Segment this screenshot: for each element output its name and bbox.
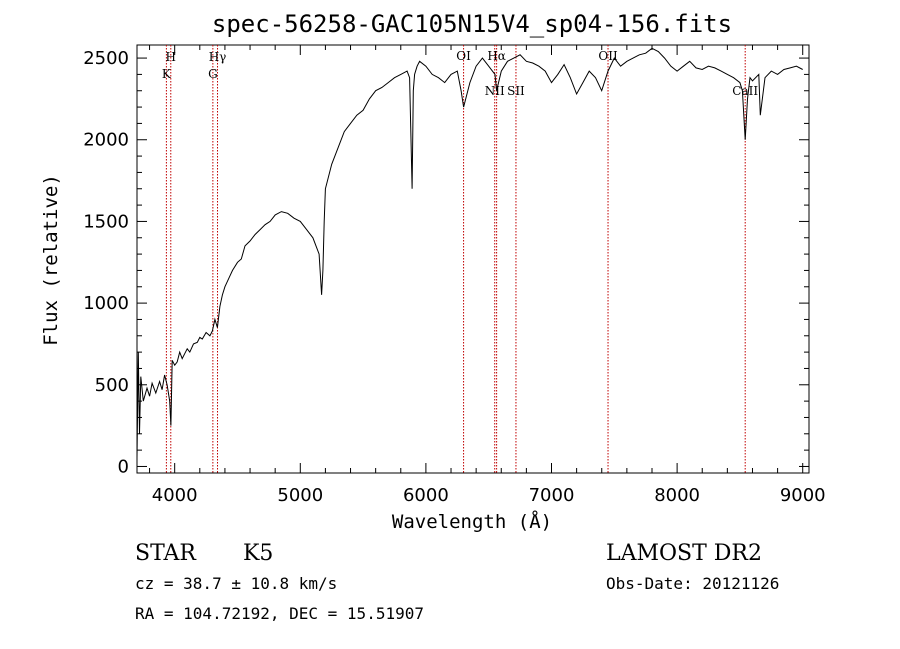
y-tick-label: 1000 <box>83 293 129 314</box>
y-axis-label: Flux (relative) <box>40 174 62 346</box>
spectrum-line <box>136 47 803 459</box>
redshift-text: cz = 38.7 ± 10.8 km/s <box>135 574 337 593</box>
y-axis-ticks: 0 500 1000 1500 2000 2500 <box>83 48 809 477</box>
plot-frame <box>136 44 810 474</box>
spectral-line-label: H <box>166 50 176 64</box>
spectral-line-label: OII <box>598 49 618 63</box>
spectral-line-labels: KH G Hγ OI NII Hα SII OII CaII <box>162 49 758 98</box>
info-panel: STAR K5 LAMOST DR2 cz = 38.7 ± 10.8 km/s… <box>135 541 779 623</box>
spectral-line-label: K <box>162 67 172 81</box>
y-tick-label: 1500 <box>83 211 129 232</box>
radec-text: RA = 104.72192, DEC = 15.51907 <box>135 604 424 623</box>
y-tick-label: 0 <box>118 456 129 477</box>
x-tick-label: 4000 <box>152 485 198 506</box>
x-tick-label: 5000 <box>277 485 323 506</box>
x-tick-label: 8000 <box>654 485 700 506</box>
x-axis-ticks: 4000 5000 6000 7000 8000 9000 <box>149 45 826 506</box>
object-class: STAR <box>135 541 197 566</box>
x-tick-label: 9000 <box>780 485 826 506</box>
spectral-line-label: OI <box>456 49 471 63</box>
y-tick-label: 2000 <box>83 130 129 151</box>
spectral-line-label: Hγ <box>209 50 227 64</box>
y-tick-label: 500 <box>95 375 129 396</box>
x-tick-label: 7000 <box>529 485 575 506</box>
spectral-line-label: NII <box>485 84 505 98</box>
spectral-line-label: CaII <box>732 84 758 98</box>
object-subclass: K5 <box>243 541 273 566</box>
obs-date-text: Obs-Date: 20121126 <box>606 574 779 593</box>
x-axis-label: Wavelength (Å) <box>392 510 552 533</box>
y-tick-label: 2500 <box>83 48 129 69</box>
spectral-line-markers <box>165 45 746 473</box>
x-tick-label: 6000 <box>403 485 449 506</box>
spectral-line-label: G <box>208 67 218 81</box>
spectral-line-label: Hα <box>487 49 506 63</box>
survey-name: LAMOST DR2 <box>606 541 762 566</box>
spectral-line-label: SII <box>507 84 525 98</box>
chart-title: spec-56258-GAC105N15V4_sp04-156.fits <box>212 10 732 38</box>
